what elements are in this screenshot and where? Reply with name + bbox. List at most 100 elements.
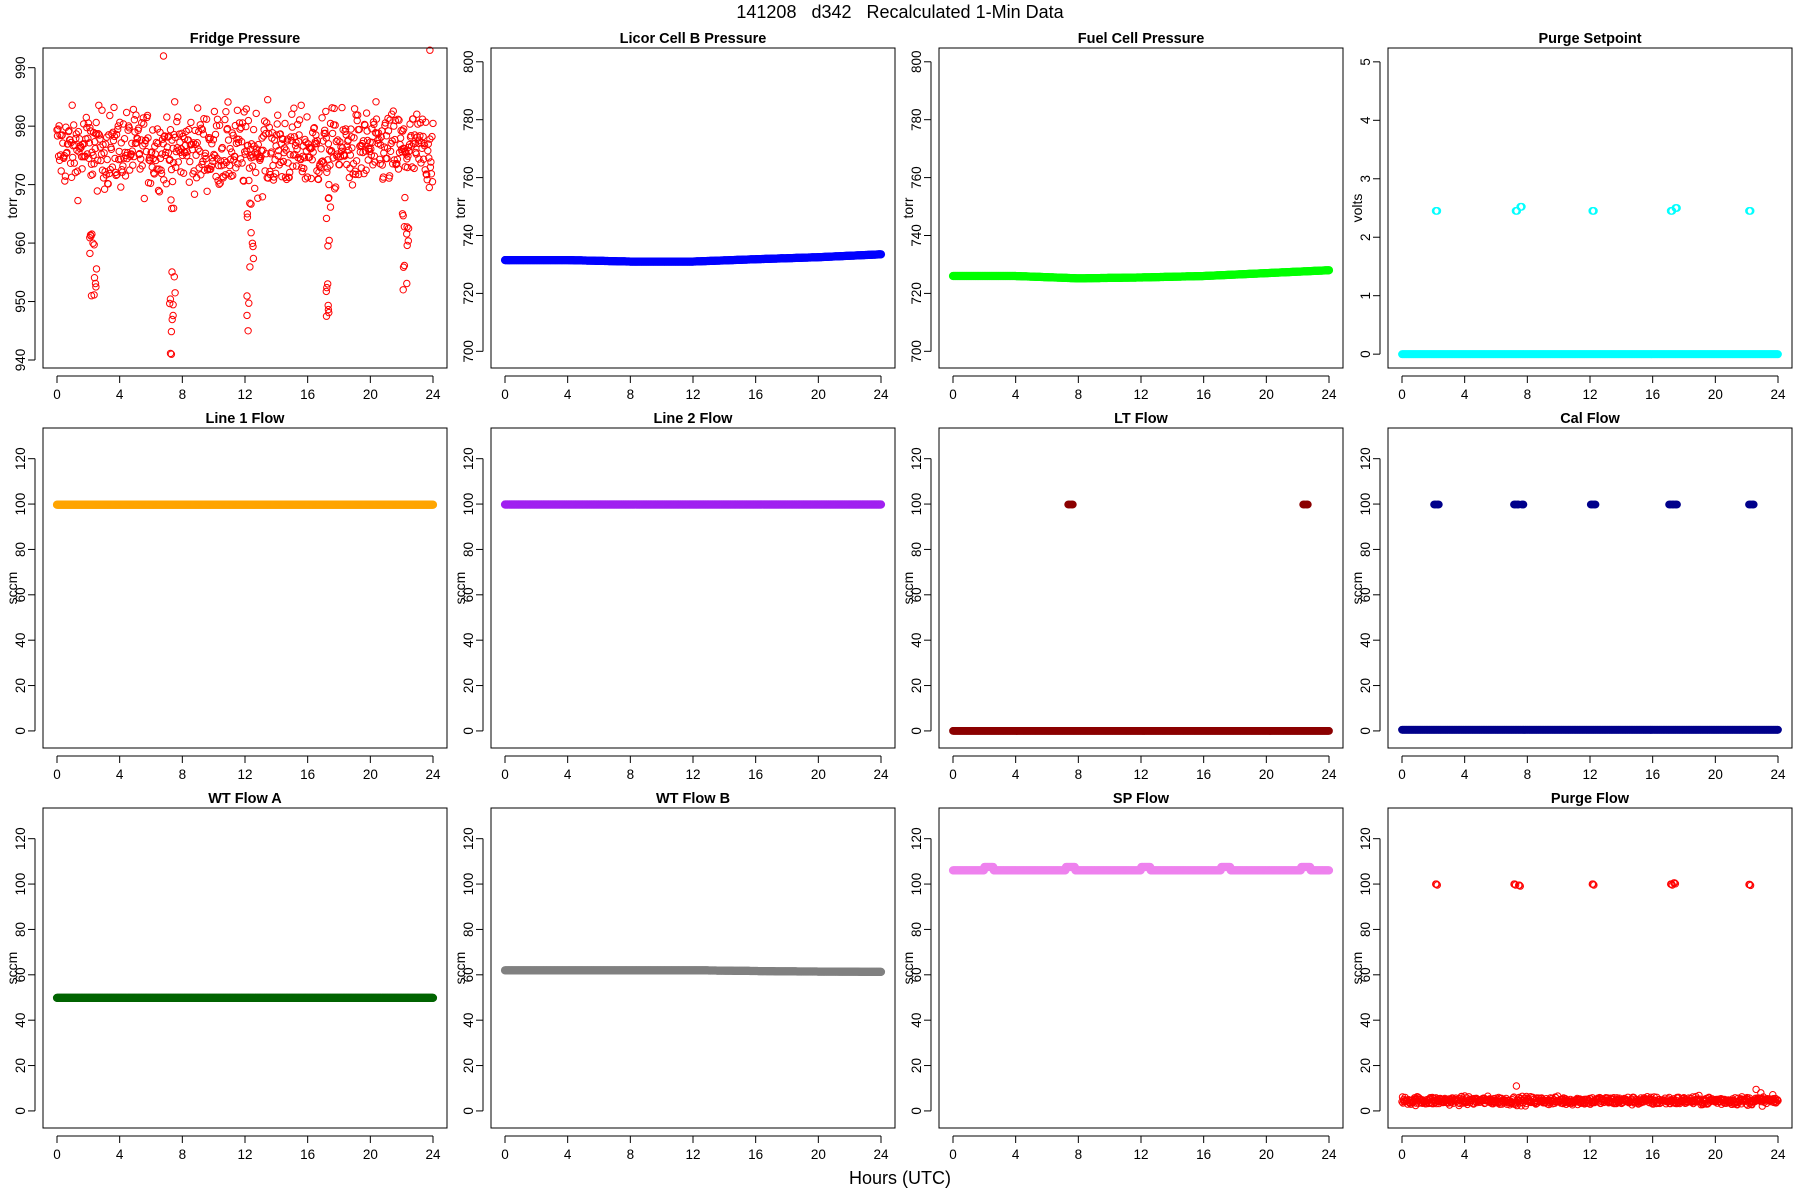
data-point [377, 141, 385, 149]
data-point [140, 120, 148, 128]
data-point [382, 132, 391, 140]
data-point [295, 131, 303, 139]
data-point [270, 173, 278, 181]
y-tick-label: 20 [13, 678, 28, 693]
y-tick-label: 100 [13, 493, 28, 516]
data-point [78, 165, 86, 173]
data-point [363, 127, 371, 135]
x-tick-label: 16 [300, 767, 315, 782]
x-tick-label: 8 [627, 387, 635, 402]
data-point [249, 125, 258, 134]
x-tick-label: 8 [627, 767, 635, 782]
data-point [188, 140, 196, 149]
data-point [1324, 266, 1334, 275]
data-point [308, 156, 316, 164]
y-tick-label: 20 [461, 678, 476, 693]
data-point [167, 165, 176, 174]
data-point [362, 166, 370, 174]
plot-frame [490, 427, 896, 749]
y-tick-label: 1 [1358, 292, 1373, 300]
x-tick-label: 12 [685, 387, 700, 402]
data-point [429, 119, 437, 128]
data-point [104, 180, 112, 188]
data-point [249, 242, 257, 251]
data-point [345, 173, 353, 182]
data-point [244, 116, 253, 125]
x-tick-label: 16 [748, 387, 763, 402]
y-tick-label: 800 [909, 51, 924, 74]
data-point [410, 164, 418, 173]
data-point [179, 169, 188, 177]
data-point [188, 145, 197, 154]
data-point [415, 155, 423, 163]
data-point [159, 52, 168, 60]
data-point [378, 161, 386, 169]
data-point [201, 149, 210, 158]
data-point [87, 160, 96, 168]
data-point [254, 194, 262, 202]
y-axis-label: torr [4, 197, 20, 218]
data-point [242, 122, 250, 131]
data-point [67, 173, 76, 182]
data-point [74, 196, 82, 205]
data-point [140, 194, 149, 203]
data-point [80, 140, 88, 148]
data-point [426, 46, 434, 54]
data-point [110, 132, 119, 141]
data-point [252, 109, 260, 118]
data-point [168, 177, 177, 186]
data-point [134, 124, 143, 132]
x-tick-label: 0 [1398, 387, 1406, 402]
data-point [290, 104, 298, 112]
data-point [129, 161, 137, 169]
x-tick-label: 8 [1524, 387, 1532, 402]
data-point [274, 111, 282, 119]
x-tick-label: 16 [1196, 387, 1211, 402]
data-point [268, 129, 277, 137]
data-point [185, 178, 194, 186]
x-tick-label: 20 [1259, 387, 1274, 402]
data-point [325, 236, 333, 245]
data-point [324, 242, 332, 250]
x-tick-label: 4 [564, 767, 572, 782]
x-tick-label: 4 [116, 767, 124, 782]
data-point [327, 147, 336, 155]
x-tick-label: 24 [425, 767, 441, 782]
y-tick-label: 720 [461, 282, 476, 305]
y-tick-label: 740 [461, 224, 476, 247]
data-point [386, 147, 395, 156]
y-tick-label: 980 [13, 115, 28, 138]
data-point [114, 122, 122, 130]
x-tick-label: 16 [1645, 387, 1660, 402]
y-tick-label: 2 [1358, 233, 1373, 241]
data-point [289, 162, 297, 170]
data-point [876, 500, 886, 509]
data-point [273, 120, 281, 128]
data-point [86, 124, 94, 132]
x-tick-label: 8 [1075, 387, 1083, 402]
data-series [500, 500, 886, 509]
x-tick-label: 20 [811, 387, 826, 402]
data-point [336, 138, 344, 146]
data-point [324, 140, 333, 148]
data-point [68, 101, 76, 109]
data-point [351, 170, 360, 179]
data-point [303, 173, 312, 181]
data-point [72, 134, 80, 143]
data-point [247, 229, 255, 237]
x-tick-label: 12 [237, 387, 252, 402]
data-point [321, 126, 329, 135]
data-point [249, 254, 258, 263]
data-point [86, 249, 94, 258]
data-point [398, 210, 407, 218]
data-point [285, 173, 293, 182]
x-tick-label: 16 [748, 767, 763, 782]
data-point [301, 175, 310, 183]
data-point [121, 172, 130, 180]
y-tick-label: 940 [13, 349, 28, 372]
panel-title: Purge Setpoint [1538, 31, 1641, 47]
data-point [100, 185, 109, 193]
